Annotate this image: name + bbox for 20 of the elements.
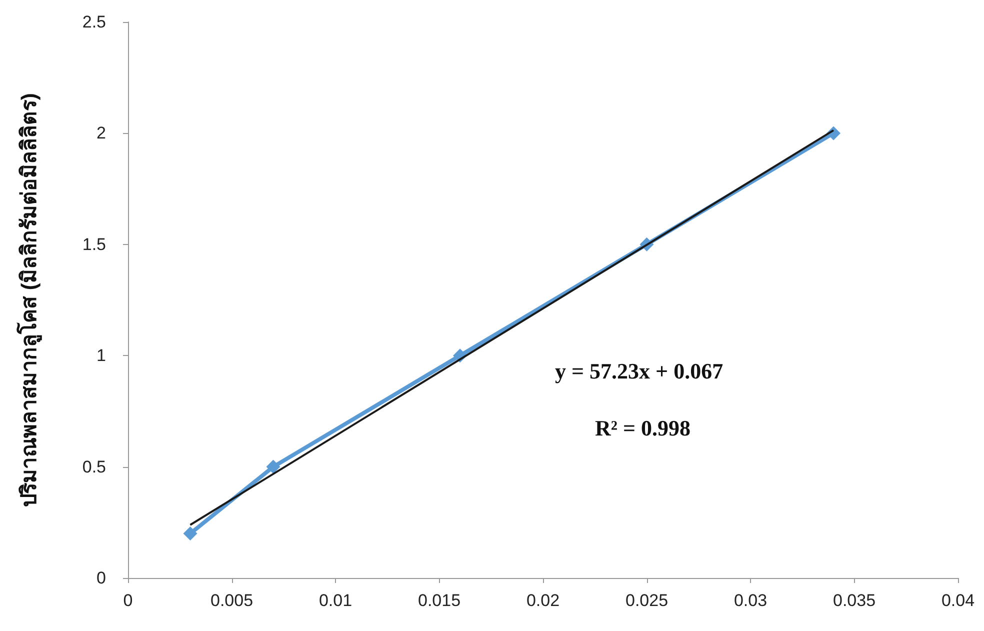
y-tick-label: 2.5 [82, 12, 106, 32]
y-axis-title: ปริมาณพลาสมากลูโคส (มิลลิกรัมต่อมิลลิลิตร) [16, 93, 43, 507]
y-tick-label: 1.5 [82, 234, 106, 254]
annotation: R² = 0.998 [595, 416, 691, 440]
point [266, 460, 280, 474]
point [183, 526, 198, 541]
x-tick-label: 0.01 [318, 591, 352, 610]
x-tick-label: 0 [123, 591, 133, 610]
y-tick-label: 0.5 [82, 457, 106, 476]
x-tick-label: 0.02 [526, 591, 560, 610]
x-tick-label: 0.015 [418, 591, 461, 610]
x-tick-label: 0.04 [941, 591, 975, 610]
x-tick-label: 0.005 [210, 591, 254, 610]
y-tick-label: 1 [96, 346, 106, 366]
x-tick-label: 0.03 [734, 591, 768, 610]
y-tick-label: 0 [96, 568, 106, 588]
x-tick-label: 0.025 [625, 591, 668, 610]
annotation: y = 57.23x + 0.067 [555, 358, 724, 384]
x-tick-label: 0.035 [832, 591, 876, 610]
y-tick-label: 2 [96, 124, 106, 143]
